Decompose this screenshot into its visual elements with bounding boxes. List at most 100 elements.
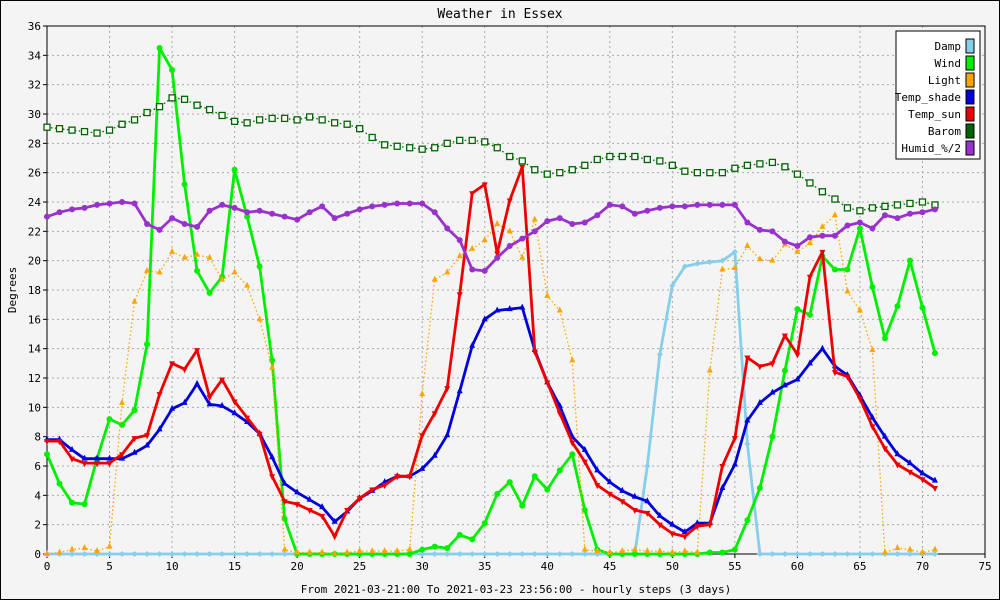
temp-sun-point [394, 474, 401, 481]
damp-point [581, 551, 588, 557]
temp-shade-point [206, 400, 213, 407]
damp-point [744, 441, 751, 447]
light-point [706, 366, 713, 373]
light-point [431, 275, 438, 282]
temp-shade-point [194, 379, 201, 386]
light-point [694, 548, 701, 555]
temp-sun-point [769, 361, 776, 368]
barom-point [68, 126, 76, 134]
damp-point [231, 551, 238, 557]
humid-2-point [256, 207, 263, 214]
temp-sun-point [931, 486, 938, 492]
y-tick-label: 34 [28, 49, 42, 62]
damp-point [269, 551, 276, 557]
humid-2-point [569, 221, 576, 227]
barom-point [793, 170, 802, 178]
temp-sun-point [494, 251, 501, 258]
wind-point [581, 507, 588, 513]
humid-2-point [481, 267, 488, 274]
light-point [644, 547, 651, 554]
barom-point [681, 167, 689, 175]
barom-point [631, 152, 639, 161]
x-axis-label: From 2021-03-21:00 To 2021-03-23 23:56:0… [301, 583, 731, 596]
light-point [56, 548, 63, 555]
light-point [844, 287, 851, 294]
humid-2-point [706, 201, 713, 208]
barom-point [318, 116, 326, 124]
humid-2-point [606, 201, 613, 208]
barom-point [80, 127, 89, 136]
damp-point [681, 263, 688, 270]
light-point [169, 247, 176, 254]
barom-point [268, 114, 276, 123]
wind-point [456, 531, 463, 538]
temp-sun-point [319, 513, 326, 520]
humid-2-point [469, 266, 476, 273]
barom-point [205, 105, 214, 114]
light-point [369, 547, 376, 554]
humid-2-point [181, 221, 188, 227]
damp-point [531, 551, 538, 557]
barom-point [881, 202, 889, 211]
humid-2-point [69, 206, 76, 213]
light-point [606, 548, 613, 555]
temp-shade-point [331, 517, 338, 524]
x-tick-label: 35 [478, 560, 491, 573]
temp-shade-point [294, 488, 301, 495]
temp-shade-point [456, 387, 463, 394]
wind-point [844, 266, 851, 273]
temp-sun-point [819, 249, 826, 256]
humid-2-point [81, 204, 88, 211]
barom-point [468, 136, 476, 145]
x-axis-ticks: 0 5 10 15 20 25 30 35 40 45 50 55 60 65 70 75 [44, 554, 992, 573]
temp-sun-point [244, 415, 251, 422]
temp-sun-point [619, 499, 626, 506]
x-tick-label: 60 [791, 560, 804, 573]
temp-sun-point [531, 349, 538, 356]
humid-2-point [406, 200, 413, 207]
humid-2-point [644, 207, 651, 214]
barom-point [656, 157, 664, 165]
humid-2-point [631, 210, 638, 217]
temp-shade-point [931, 476, 938, 483]
temp-sun-point [744, 355, 751, 362]
light-point [931, 545, 938, 552]
temp-shade-point [656, 511, 663, 518]
wind-point [81, 501, 88, 508]
light-point [831, 211, 838, 218]
humid-2-point [219, 201, 226, 208]
temp-shade-point [144, 441, 151, 448]
x-tick-label: 50 [666, 560, 679, 573]
light-point [569, 356, 576, 363]
light-point [406, 545, 413, 552]
chart-title: Weather in Essex [437, 7, 562, 22]
light-point [794, 247, 801, 254]
humid-2-point [781, 238, 788, 245]
light-point [856, 306, 863, 313]
barom-point [518, 157, 526, 165]
temp-sun-point [469, 191, 476, 198]
light-point [344, 548, 351, 555]
temp-sun-point [44, 439, 50, 446]
damp-point [769, 551, 776, 557]
damp-point [556, 551, 563, 557]
wind-point [106, 416, 113, 423]
humid-2-point [819, 232, 826, 239]
damp-point [644, 463, 651, 469]
damp-point [419, 551, 426, 557]
temp-sun-point [406, 474, 413, 481]
light-point [419, 390, 426, 397]
barom-point [531, 166, 539, 174]
wind-point [56, 480, 63, 487]
humid-2-point [394, 200, 401, 207]
barom-point [431, 144, 439, 152]
humid-2-point [556, 215, 563, 222]
temp-sun-point [356, 496, 363, 503]
damp-point [856, 551, 863, 557]
humid-2-point [44, 213, 50, 220]
temp-shade-point [619, 486, 626, 493]
temp-shade-point [281, 479, 288, 486]
temp-sun-point [894, 462, 901, 469]
temp-shade-point [169, 404, 176, 411]
